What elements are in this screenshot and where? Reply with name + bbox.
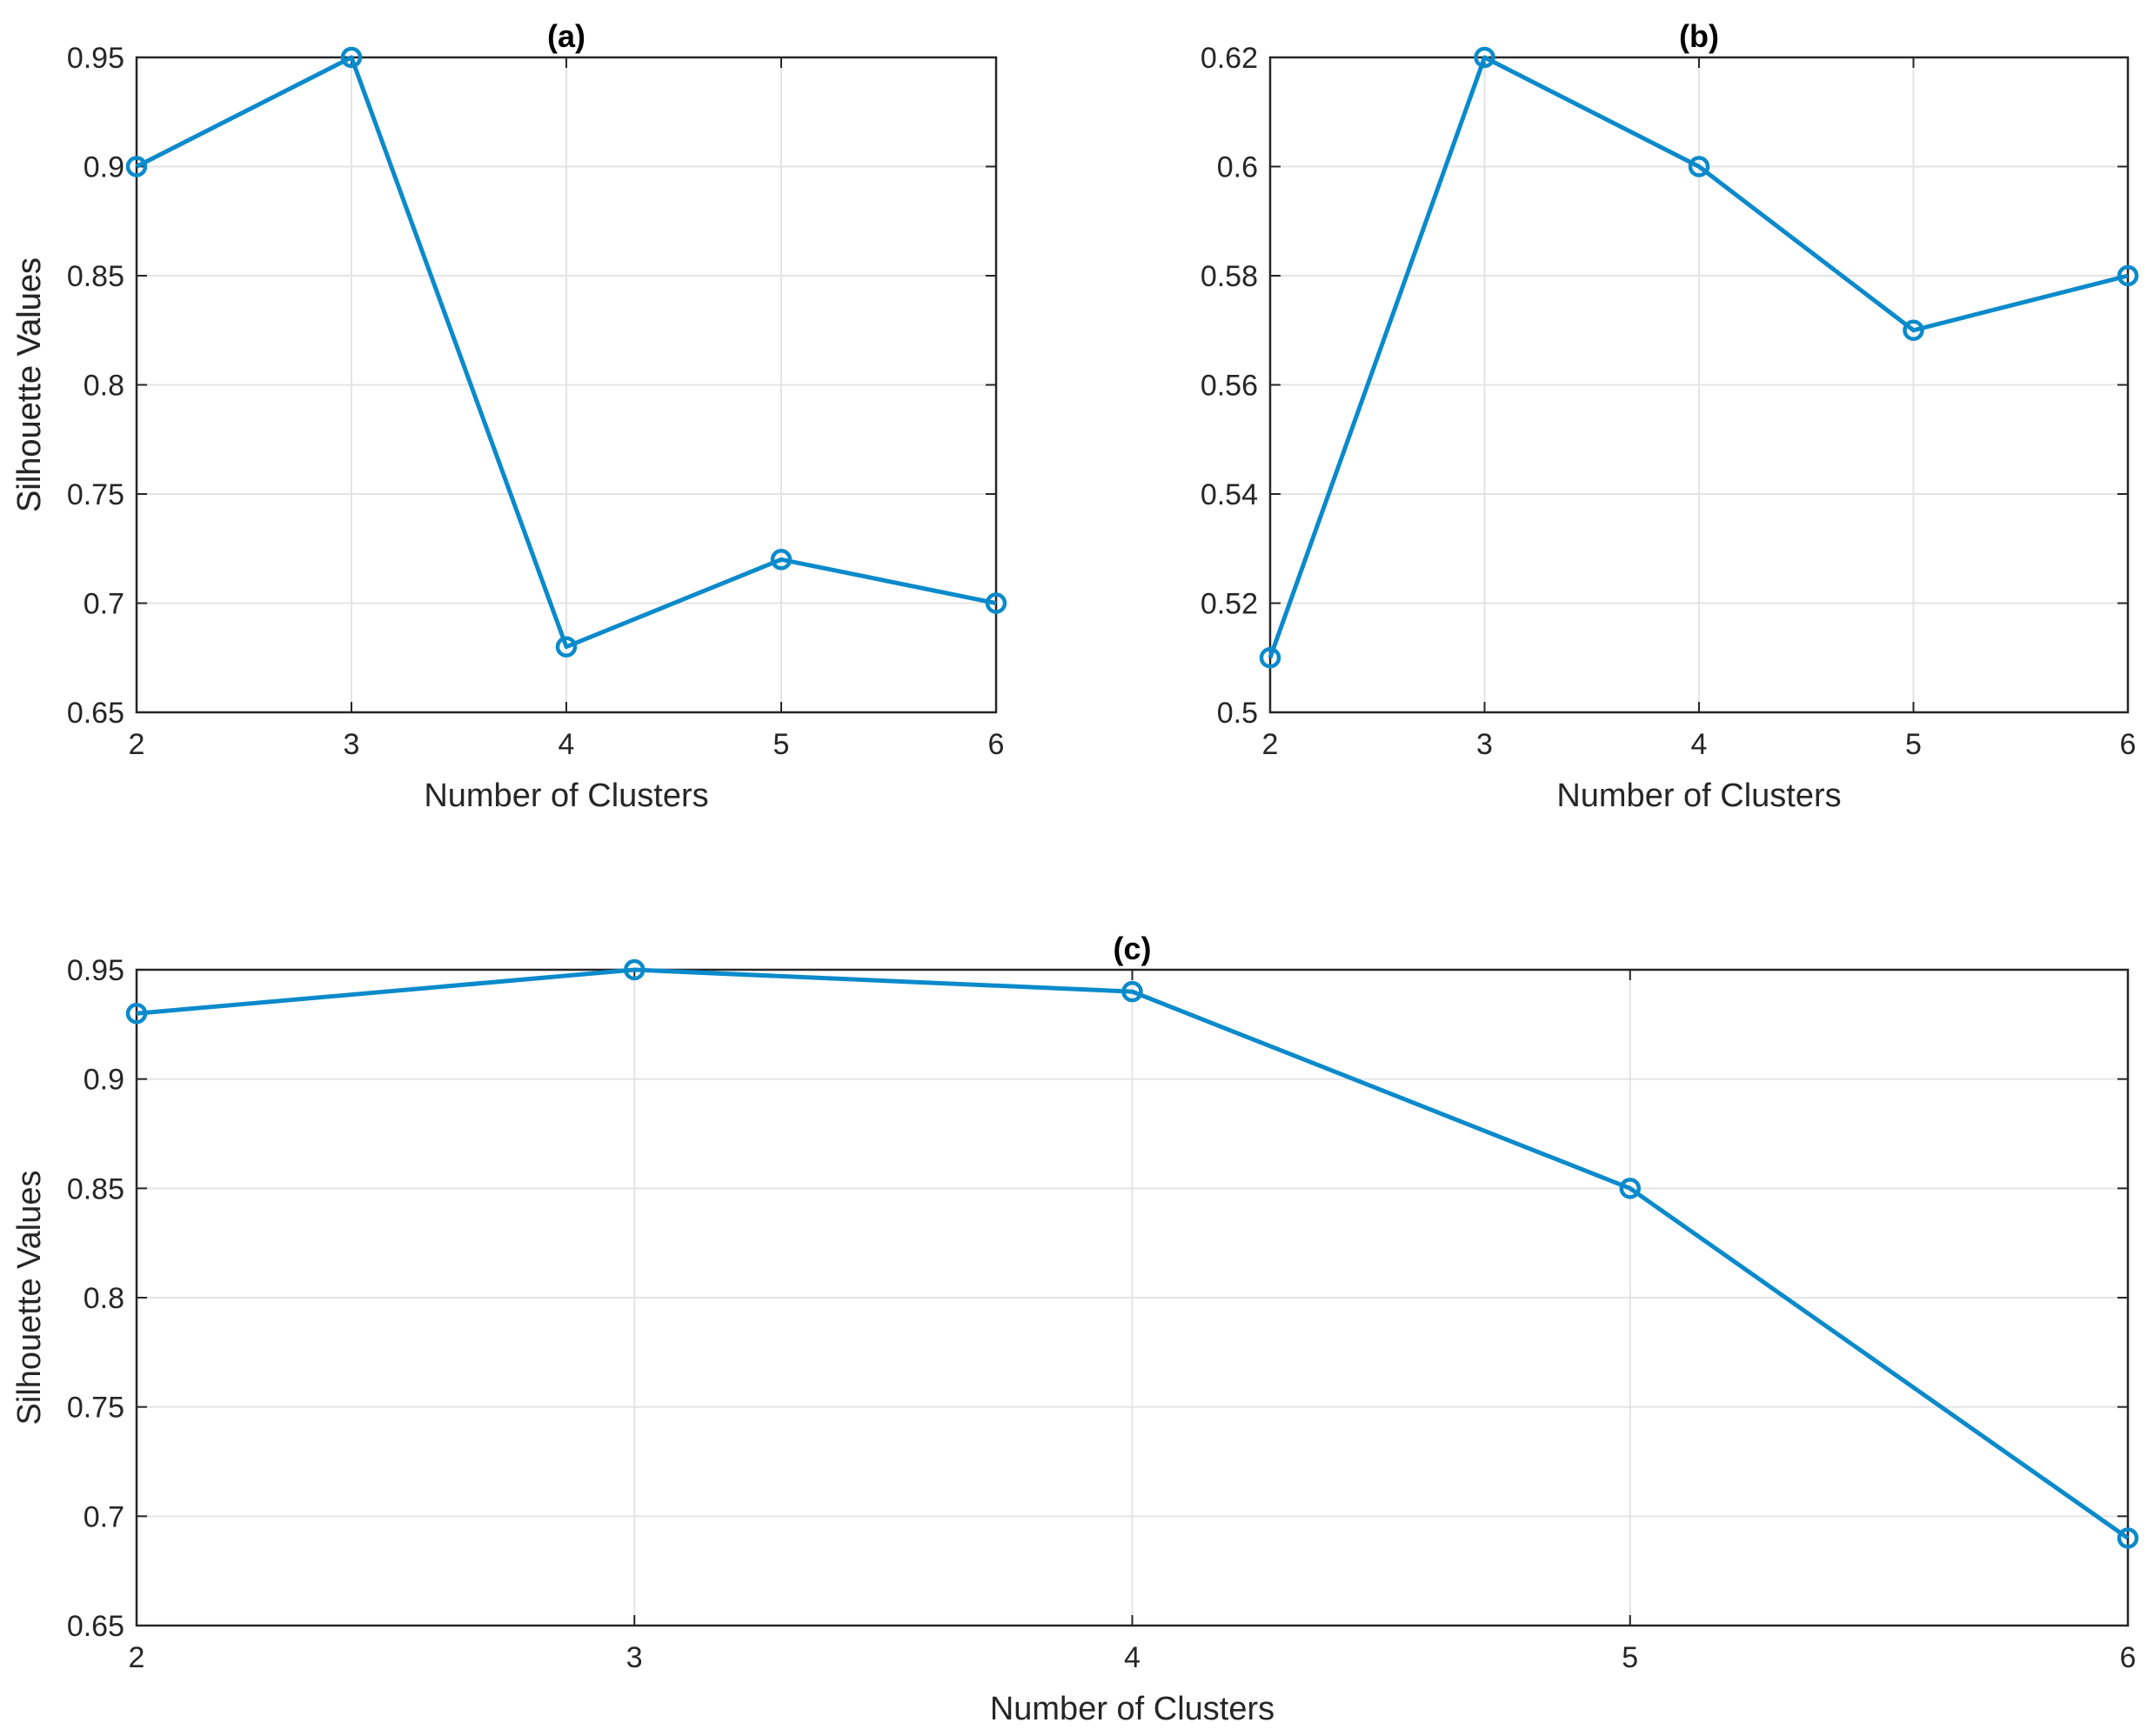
x-tick-label: 6 — [2120, 1641, 2137, 1674]
y-tick-label: 0.75 — [67, 478, 124, 511]
y-tick-label: 0.95 — [67, 954, 124, 987]
y-tick-label: 0.8 — [84, 370, 124, 403]
x-tick-label: 3 — [344, 728, 360, 761]
y-axis-label: Silhouette Values — [11, 257, 48, 512]
x-tick-label: 2 — [129, 728, 145, 761]
y-tick-label: 0.58 — [1201, 260, 1258, 293]
data-point — [985, 592, 1007, 614]
data-point — [340, 46, 363, 69]
panel-a: 2 3 4 5 6 0.65 0.7 0.75 0.8 0.85 0.9 0.95 Number of … — [11, 18, 1007, 814]
data-point — [1619, 1178, 1641, 1199]
y-axis-label: Silhouette Values — [11, 1171, 48, 1426]
x-tick-label: 6 — [2120, 728, 2137, 761]
data-point — [1259, 647, 1281, 669]
panel-title: (c) — [1114, 931, 1152, 966]
y-tick-label: 0.6 — [1217, 151, 1258, 184]
data-point — [1474, 46, 1495, 69]
y-tick-label: 0.8 — [84, 1282, 124, 1315]
y-tick-label: 0.9 — [84, 1064, 124, 1097]
x-axis-label: Number of Clusters — [424, 778, 708, 814]
data-point — [555, 636, 578, 658]
x-tick-label: 5 — [773, 728, 790, 761]
y-tick-label: 0.56 — [1201, 370, 1258, 403]
panel-c: 2 3 4 5 6 0.65 0.7 0.75 0.8 0.85 0.9 0.95 Number of … — [11, 931, 2139, 1727]
x-tick-label: 3 — [626, 1641, 643, 1674]
y-tick-label: 0.95 — [67, 42, 124, 75]
panel-title: (b) — [1679, 18, 1719, 54]
y-tick-label: 0.52 — [1201, 588, 1258, 621]
series-line — [135, 55, 997, 650]
x-tick-label: 2 — [1262, 728, 1279, 761]
y-tick-label: 0.7 — [84, 1500, 124, 1533]
series-line — [1268, 55, 2129, 659]
y-tick-label: 0.85 — [67, 1172, 124, 1205]
data-point — [125, 156, 148, 177]
y-tick-label: 0.7 — [84, 588, 124, 621]
y-tick-label: 0.65 — [67, 697, 124, 730]
x-tick-label: 4 — [1691, 728, 1708, 761]
x-tick-label: 5 — [1905, 728, 1922, 761]
series-line — [136, 967, 2130, 1540]
y-tick-label: 0.85 — [67, 260, 124, 293]
x-tick-label: 4 — [1124, 1641, 1141, 1674]
data-point — [2117, 1527, 2139, 1549]
panel-b: 2 3 4 5 6 0.5 0.52 0.54 0.56 0.58 0.6 0.62 Number of… — [11, 18, 2139, 814]
data-point — [624, 958, 646, 981]
x-axis-label: Number of Clusters — [990, 1691, 1274, 1727]
y-tick-label: 0.62 — [1201, 42, 1258, 75]
x-axis-label: Number of Clusters — [1556, 778, 1841, 814]
x-tick-label: 3 — [1476, 728, 1493, 761]
x-tick-label: 5 — [1622, 1641, 1638, 1674]
x-tick-label: 6 — [988, 728, 1005, 761]
x-tick-label: 2 — [129, 1641, 145, 1674]
y-tick-label: 0.75 — [67, 1392, 124, 1425]
y-tick-label: 0.9 — [84, 151, 124, 184]
data-point — [1688, 156, 1710, 177]
y-axis-label: Silhouette Values — [11, 257, 48, 512]
x-tick-label: 4 — [559, 728, 575, 761]
y-tick-label: 0.54 — [1201, 478, 1258, 511]
panel-title: (a) — [547, 18, 585, 54]
data-point — [770, 549, 793, 571]
data-point — [125, 1003, 148, 1025]
data-point — [2117, 264, 2139, 287]
y-tick-label: 0.65 — [67, 1610, 124, 1643]
data-point — [1903, 319, 1924, 341]
y-tick-label: 0.5 — [1217, 697, 1258, 730]
data-point — [1121, 980, 1143, 1003]
